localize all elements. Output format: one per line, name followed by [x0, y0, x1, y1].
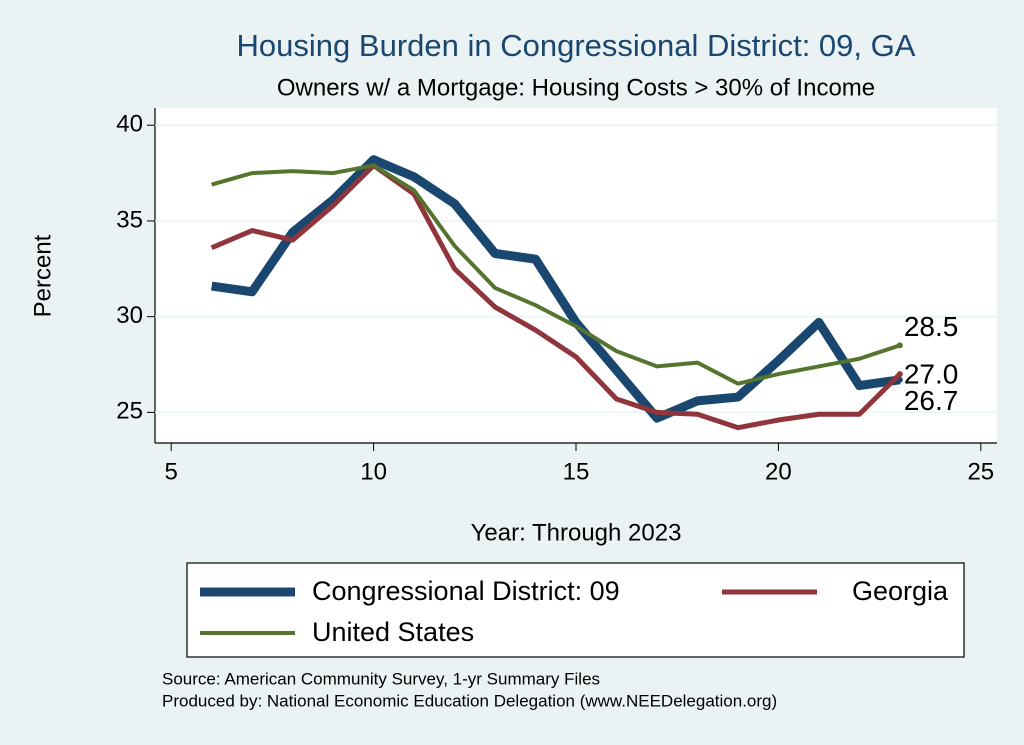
chart-title: Housing Burden in Congressional District… [237, 28, 916, 63]
end-point [896, 342, 903, 349]
chart-subtitle: Owners w/ a Mortgage: Housing Costs > 30… [277, 74, 875, 101]
series-line [211, 163, 901, 386]
source-note: Source: American Community Survey, 1-yr … [162, 669, 600, 688]
x-tick-label: 25 [967, 458, 994, 485]
value-label: 26.7 [904, 385, 959, 416]
x-axis-label: Year: Through 2023 [471, 519, 682, 546]
end-point [896, 371, 903, 378]
plot-area [155, 108, 997, 443]
legend-label: Georgia [852, 576, 949, 606]
legend-label: United States [312, 617, 474, 647]
y-tick-label: 35 [116, 206, 143, 233]
producer-note: Produced by: National Economic Education… [162, 691, 777, 710]
value-label: 28.5 [904, 311, 959, 342]
value-label: 27.0 [904, 358, 959, 389]
legend-label: Congressional District: 09 [312, 576, 620, 606]
legend [186, 562, 965, 658]
y-tick-label: 40 [116, 111, 143, 138]
series-line [210, 162, 902, 431]
x-tick-label: 5 [165, 458, 178, 485]
y-tick-label: 25 [116, 398, 143, 425]
y-tick-label: 30 [116, 302, 143, 329]
x-tick-label: 10 [360, 458, 387, 485]
series-line [211, 155, 901, 423]
y-axis-label: Percent [29, 234, 56, 317]
x-tick-label: 15 [563, 458, 590, 485]
x-tick-label: 20 [765, 458, 792, 485]
